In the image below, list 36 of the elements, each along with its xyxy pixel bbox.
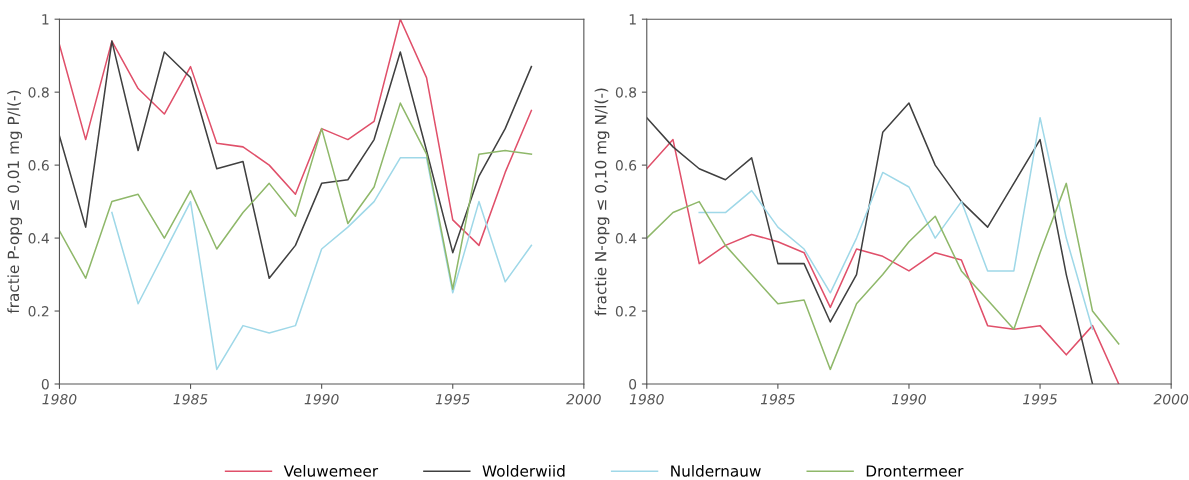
x-tick-label: 2000 — [566, 393, 601, 405]
line-series — [646, 182, 1120, 371]
line-series — [698, 116, 1094, 331]
legend-label: Wolderwiid — [482, 464, 565, 477]
y-tick-label: 0.4 — [28, 233, 49, 244]
line-series — [59, 40, 533, 279]
x-tick-label: 1995 — [435, 393, 470, 405]
y-tick-label: 0.2 — [615, 306, 636, 317]
y-tick-label: 1 — [629, 14, 636, 25]
x-tick-label: 1980 — [629, 393, 664, 405]
y-tick-label: 0 — [41, 378, 49, 390]
y-tick-label: 0.6 — [28, 160, 49, 171]
x-tick-label: 1990 — [304, 393, 339, 405]
y-tick-label: 0.4 — [615, 233, 637, 244]
x-tick-label: 1980 — [42, 393, 77, 405]
line-series — [646, 138, 1120, 384]
legend-label: Veluwemeer — [283, 464, 379, 477]
y-tick-label: 1 — [42, 14, 49, 25]
y-axis-title: fractie P-opg ≤ 0,01 mg P/l(-) — [7, 90, 23, 314]
line-series — [646, 102, 1094, 384]
y-tick-label: 0.6 — [615, 160, 637, 171]
y-tick-label: 0 — [629, 378, 637, 390]
x-tick-label: 2000 — [1153, 393, 1189, 405]
y-tick-label: 0.8 — [615, 87, 637, 98]
x-tick-label: 1985 — [173, 393, 208, 405]
legend-label: Drontermeer — [866, 465, 964, 477]
legend-label: Nuldernauw — [671, 464, 761, 477]
y-axis-title: fractie N-opg ≤ 0,10 mg N/l(-) — [594, 88, 610, 316]
line-series — [59, 19, 533, 247]
x-tick-label: 1990 — [891, 393, 926, 405]
x-tick-label: 1995 — [1023, 393, 1057, 405]
line-series — [59, 102, 533, 290]
y-tick-label: 0.2 — [28, 306, 49, 317]
y-tick-label: 0.8 — [28, 87, 49, 98]
line-series — [111, 157, 533, 371]
x-tick-label: 1985 — [760, 393, 795, 405]
